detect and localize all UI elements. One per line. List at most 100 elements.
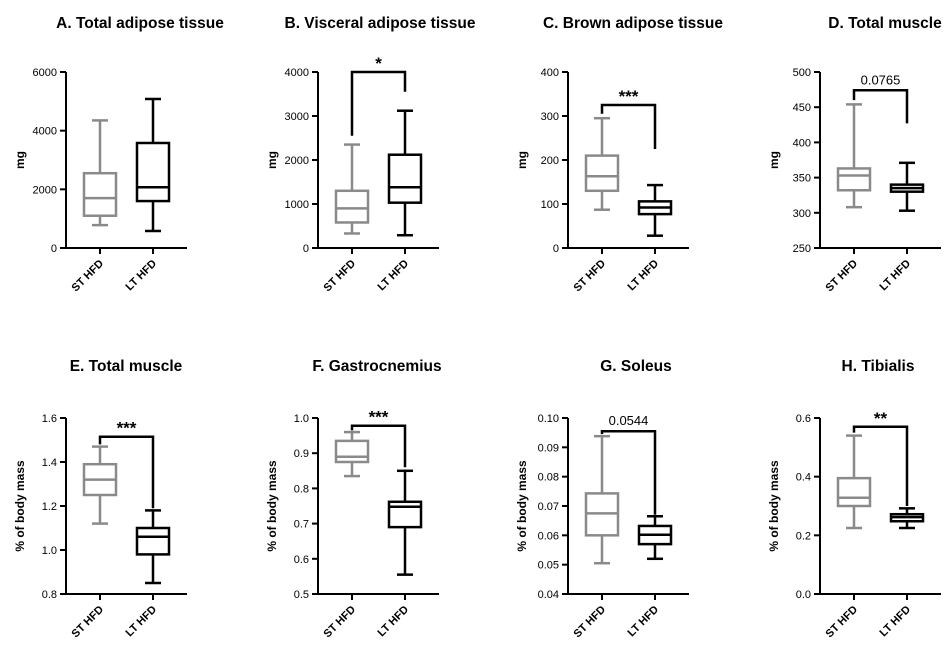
bracket-line [350,424,407,468]
box-st-hfd: ST HFD [322,430,370,641]
x-category-label: ST HFD [572,604,609,641]
y-tick-label: 1.2 [42,501,57,513]
bracket-line [350,70,407,136]
box-lt-hfd: LT HFD [626,515,673,640]
y-tick-label: 0.08 [538,472,559,484]
y-tick-label: 300 [793,208,811,220]
chart-panel: B. Visceral adipose tissue 0 1000 2000 3000 4… [265,15,476,294]
y-axis-label: mg [265,151,279,169]
chart-panel: E. Total muscle 0.8 1.0 1.2 1.4 1.6 % of body … [13,358,187,640]
iqr-box [82,171,118,217]
y-tick-label: 0 [303,243,309,255]
y-tick-label: 0.7 [294,519,309,531]
y-tick-label: 0.09 [538,442,559,454]
significance-label: 0.0765 [861,72,901,87]
significance-label: *** [619,87,639,106]
chart-title: C. Brown adipose tissue [543,15,723,32]
box-lt-hfd: LT HFD [626,183,673,294]
box-lt-hfd: LT HFD [878,507,925,640]
iqr-box [135,141,171,203]
box-st-hfd: ST HFD [572,116,620,294]
bracket-line [852,89,909,124]
y-tick-label: 0.8 [294,483,309,495]
iqr-box [387,153,423,204]
y-axis-label: % of body mass [767,460,781,552]
significance-bracket: 0.0765 [852,72,909,124]
chart-title: H. Tibialis [842,358,915,375]
x-category-label: LT HFD [124,604,160,640]
y-tick-label: 200 [541,155,559,167]
y-tick-label: 6000 [33,67,57,79]
box-lt-hfd: LT HFD [878,161,925,293]
chart-panel: H. Tibialis 0.0 0.2 0.4 0.6 % of body mass ST … [767,358,941,640]
x-category-label: ST HFD [322,604,359,641]
y-axis-label: % of body mass [515,460,529,552]
bracket-line [98,435,155,509]
y-tick-label: 0.6 [294,554,309,566]
chart-panel: D. Total muscle 250 300 350 400 450 500 mg ST HF… [767,15,942,294]
x-category-label: ST HFD [824,604,861,641]
y-tick-label: 0.04 [538,589,559,601]
x-category-label: ST HFD [70,604,107,641]
y-tick-label: 2000 [33,184,57,196]
box-lt-hfd: LT HFD [124,97,171,294]
y-tick-label: 0.10 [538,413,559,425]
y-tick-label: 0.2 [796,530,811,542]
x-category-label: LT HFD [878,604,914,640]
y-axis-label: mg [13,151,27,169]
y-tick-label: 450 [793,102,811,114]
y-tick-label: 0.5 [294,589,309,601]
box-st-hfd: ST HFD [824,103,872,294]
y-axis-label: mg [767,151,781,169]
chart-title: A. Total adipose tissue [56,15,224,32]
y-tick-label: 1.4 [42,457,57,469]
y-tick-label: 300 [541,111,559,123]
chart-panel: A. Total adipose tissue 0 2000 4000 6000 mg ST… [13,15,224,294]
y-tick-label: 0.07 [538,501,559,513]
y-tick-label: 0.05 [538,560,559,572]
x-category-label: LT HFD [626,258,662,294]
y-tick-label: 2000 [285,155,309,167]
chart-title: E. Total muscle [70,358,183,375]
y-axis-label: mg [515,151,529,169]
y-tick-label: 0.6 [796,413,811,425]
x-category-label: LT HFD [626,604,662,640]
bracket-line [600,429,657,515]
box-st-hfd: ST HFD [70,445,118,641]
iqr-box [584,154,620,193]
chart-title: G. Soleus [600,358,672,375]
y-axis-label: % of body mass [13,460,27,552]
x-category-label: LT HFD [376,604,412,640]
y-tick-label: 0 [51,243,57,255]
y-tick-label: 4000 [33,126,57,138]
box-st-hfd: ST HFD [824,434,872,641]
y-tick-label: 400 [793,137,811,149]
y-axis-label: % of body mass [265,460,279,552]
y-tick-label: 0.0 [796,589,811,601]
y-tick-label: 250 [793,243,811,255]
iqr-box [135,526,171,556]
iqr-box [334,189,370,224]
x-category-label: LT HFD [124,258,160,294]
x-category-label: LT HFD [376,258,412,294]
box-st-hfd: ST HFD [70,119,118,294]
chart-title: B. Visceral adipose tissue [285,15,476,32]
chart-title: F. Gastrocnemius [312,358,441,375]
box-lt-hfd: LT HFD [124,509,171,640]
significance-label: *** [369,408,389,427]
y-tick-label: 100 [541,199,559,211]
box-lt-hfd: LT HFD [376,109,423,294]
x-category-label: ST HFD [322,258,359,295]
y-tick-label: 3000 [285,111,309,123]
significance-bracket: *** [350,408,407,468]
significance-label: *** [117,419,137,438]
bracket-line [600,103,657,149]
y-tick-label: 0.06 [538,530,559,542]
box-lt-hfd: LT HFD [376,469,423,640]
y-tick-label: 4000 [285,67,309,79]
y-tick-label: 1.0 [294,413,309,425]
y-tick-label: 1.0 [42,545,57,557]
y-tick-label: 0.8 [42,589,57,601]
box-st-hfd: ST HFD [322,143,370,295]
